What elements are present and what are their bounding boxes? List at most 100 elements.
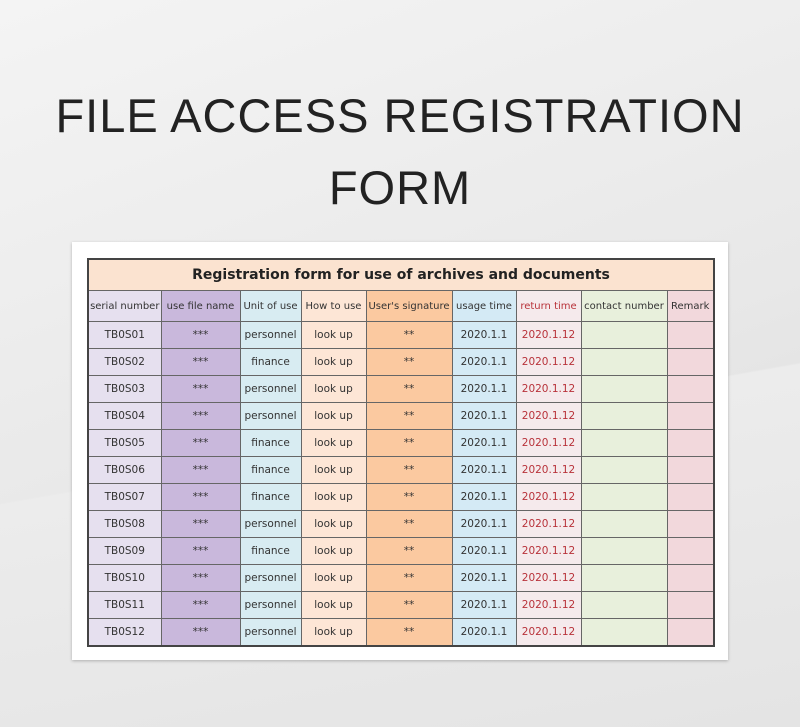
table-cell: personnel [239, 375, 302, 403]
table-cell: 2020.1.1 [451, 456, 517, 484]
table-cell: look up [300, 591, 367, 619]
table-cell: ** [365, 321, 453, 349]
table-cell: ** [365, 483, 453, 511]
column-header: usage time [451, 290, 517, 322]
table-row: TB0S07 *** finance look up ** 2020.1.1 2020.1.… [87, 483, 715, 511]
table-cell [580, 564, 668, 592]
table-cell: TB0S01 [87, 321, 162, 349]
table-cell: personnel [239, 591, 302, 619]
table-caption: Registration form for use of archives an… [87, 258, 715, 291]
table-cell [666, 483, 715, 511]
table-cell: ** [365, 375, 453, 403]
table-cell: ** [365, 456, 453, 484]
table-cell [580, 591, 668, 619]
table-cell: 2020.1.12 [515, 456, 582, 484]
column-header: contact number [580, 290, 668, 322]
table-cell: personnel [239, 510, 302, 538]
table-cell [580, 456, 668, 484]
form-card: Registration form for use of archives an… [72, 242, 728, 660]
table-cell: *** [160, 429, 241, 457]
table-cell: 2020.1.1 [451, 402, 517, 430]
table-cell: personnel [239, 321, 302, 349]
table-cell: finance [239, 456, 302, 484]
table-cell: *** [160, 564, 241, 592]
table-cell: 2020.1.12 [515, 618, 582, 647]
table-cell: TB0S04 [87, 402, 162, 430]
table-cell [580, 429, 668, 457]
column-header: serial number [87, 290, 162, 322]
table-cell: 2020.1.12 [515, 591, 582, 619]
table-cell: 2020.1.1 [451, 537, 517, 565]
table-cell: look up [300, 564, 367, 592]
table-cell: ** [365, 618, 453, 647]
table-cell: ** [365, 510, 453, 538]
table-cell: finance [239, 429, 302, 457]
column-header: return time [515, 290, 582, 322]
table-cell: TB0S05 [87, 429, 162, 457]
table-cell: look up [300, 537, 367, 565]
table-cell: 2020.1.1 [451, 375, 517, 403]
column-header: How to use [300, 290, 367, 322]
table-cell [666, 321, 715, 349]
page-title: FILE ACCESS REGISTRATION FORM [0, 80, 800, 224]
table-row: TB0S09 *** finance look up ** 2020.1.1 2020.1.… [87, 537, 715, 565]
table-cell: personnel [239, 402, 302, 430]
table-cell: *** [160, 618, 241, 647]
table-cell [580, 321, 668, 349]
table-row: TB0S01 *** personnel look up ** 2020.1.1 2020.… [87, 321, 715, 349]
table-cell [666, 591, 715, 619]
table-cell [580, 375, 668, 403]
table-cell: look up [300, 375, 367, 403]
table-row: TB0S12 *** personnel look up ** 2020.1.1 2020.… [87, 618, 715, 647]
table-cell: *** [160, 375, 241, 403]
column-header: Unit of use [239, 290, 302, 322]
table-cell [580, 537, 668, 565]
table-cell: TB0S12 [87, 618, 162, 647]
registration-table: Registration form for use of archives an… [87, 258, 715, 647]
table-cell: look up [300, 402, 367, 430]
table-cell: TB0S11 [87, 591, 162, 619]
table-cell: 2020.1.12 [515, 510, 582, 538]
table-cell: finance [239, 348, 302, 376]
table-cell: TB0S06 [87, 456, 162, 484]
table-cell: ** [365, 537, 453, 565]
table-cell: *** [160, 321, 241, 349]
table-cell: 2020.1.12 [515, 483, 582, 511]
table-cell: 2020.1.12 [515, 321, 582, 349]
table-cell: *** [160, 483, 241, 511]
table-cell: 2020.1.1 [451, 321, 517, 349]
table-cell: 2020.1.1 [451, 348, 517, 376]
table-cell: 2020.1.12 [515, 402, 582, 430]
column-header: use file name [160, 290, 241, 322]
table-row: TB0S06 *** finance look up ** 2020.1.1 2020.1.… [87, 456, 715, 484]
table-cell: personnel [239, 564, 302, 592]
table-cell: 2020.1.12 [515, 429, 582, 457]
table-cell: ** [365, 402, 453, 430]
table-cell [580, 483, 668, 511]
table-cell: TB0S08 [87, 510, 162, 538]
table-cell: TB0S10 [87, 564, 162, 592]
table-cell: 2020.1.1 [451, 564, 517, 592]
table-row: TB0S04 *** personnel look up ** 2020.1.1 2020.… [87, 402, 715, 430]
table-cell: ** [365, 564, 453, 592]
table-cell: *** [160, 591, 241, 619]
column-header: User's signature [365, 290, 453, 322]
table-cell: TB0S09 [87, 537, 162, 565]
table-row: TB0S03 *** personnel look up ** 2020.1.1 2020.… [87, 375, 715, 403]
table-cell [580, 402, 668, 430]
table-cell [666, 510, 715, 538]
table-cell [666, 348, 715, 376]
table-cell: 2020.1.1 [451, 510, 517, 538]
title-line-1: FILE ACCESS REGISTRATION [55, 89, 745, 142]
table-cell [666, 375, 715, 403]
table-cell: 2020.1.12 [515, 348, 582, 376]
table-row: TB0S11 *** personnel look up ** 2020.1.1 2020.… [87, 591, 715, 619]
table-cell: 2020.1.12 [515, 375, 582, 403]
table-cell: 2020.1.12 [515, 564, 582, 592]
table-cell [666, 564, 715, 592]
table-cell: ** [365, 348, 453, 376]
table-cell [580, 510, 668, 538]
table-cell: look up [300, 483, 367, 511]
table-cell [666, 429, 715, 457]
table-cell: 2020.1.1 [451, 483, 517, 511]
